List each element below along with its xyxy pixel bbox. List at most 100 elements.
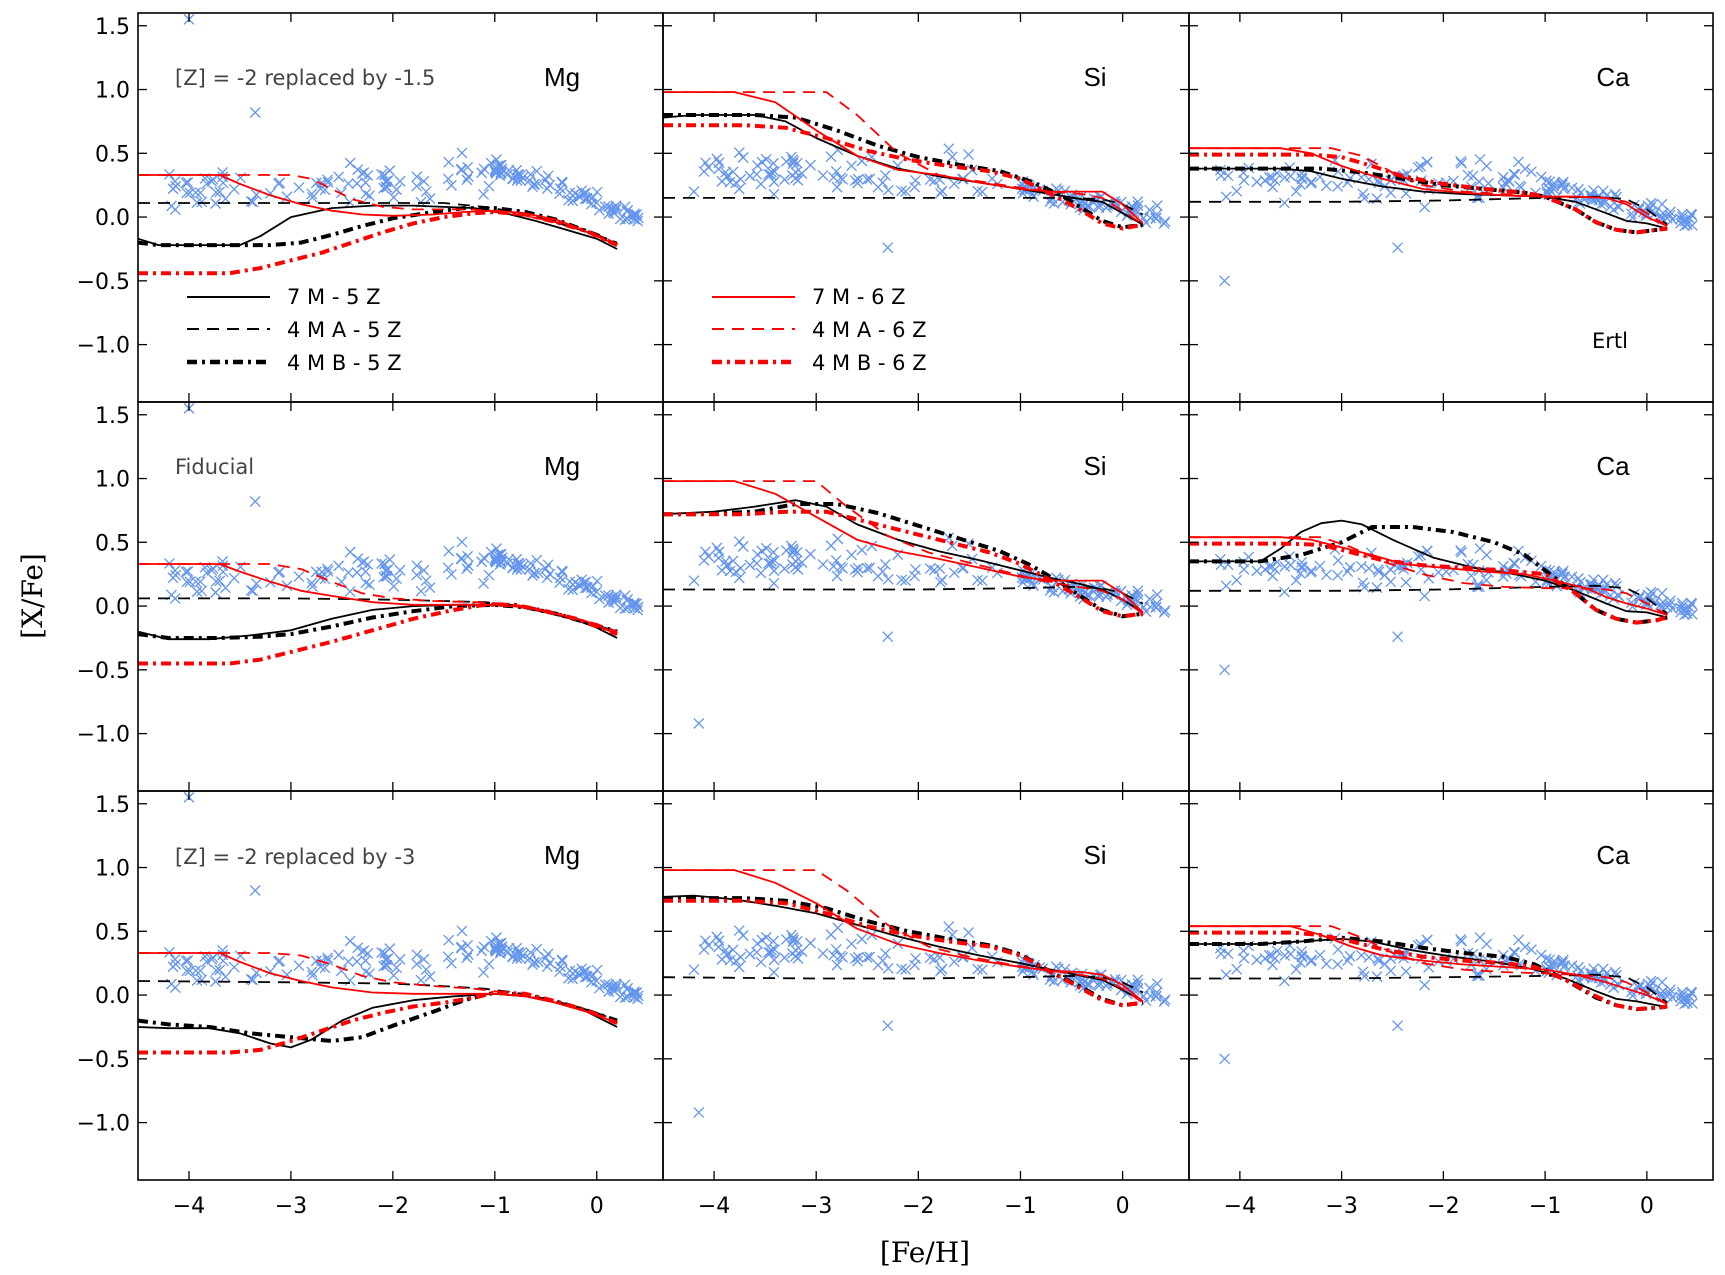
obs-point [1150,212,1162,224]
obs-point [358,945,370,957]
obs-point [360,955,372,967]
element-label-si-row3: Si [1083,840,1106,870]
obs-point [210,587,222,598]
obs-point [948,567,960,579]
obs-point [1508,557,1520,569]
y-tick-label: 0.0 [95,595,130,620]
obs-point [574,191,586,203]
obs-point [1215,170,1227,182]
series-4mb-6z-mg-r3 [138,990,618,1055]
obs-point [1151,589,1163,601]
series-4ma-6z-mg-r3 [138,952,618,1024]
obs-point [1519,552,1531,564]
obs-point [196,585,208,597]
obs-point [307,580,318,592]
obs-point [322,952,334,964]
obs-point [591,186,603,198]
plot-area-si-r1 [663,91,1171,254]
obs-point [245,195,257,207]
obs-point [316,566,328,578]
obs-point [934,187,946,199]
obs-point [603,979,614,991]
obs-point [344,975,356,986]
obs-point [599,979,611,990]
obs-point [900,575,912,587]
obs-point [1294,568,1306,579]
obs-point [1127,980,1139,992]
obs-point [1259,953,1271,964]
obs-point [856,933,868,945]
obs-point [394,175,406,187]
obs-point [1677,215,1689,227]
obs-point [1677,993,1689,1005]
panel-frame-ca-r3 [1188,790,1714,1181]
plot-area-ca-r3 [1189,925,1698,1065]
obs-point [621,991,633,1003]
obs-point [376,947,388,958]
obs-point [461,174,473,186]
obs-point [882,962,894,974]
obs-point [619,992,631,1004]
obs-point [1684,991,1696,1003]
legend-label-7m6z: 7 M - 6 Z [812,285,906,309]
obs-point [1151,200,1163,212]
obs-point [787,936,799,948]
obs-point [1279,172,1291,184]
obs-point [711,542,723,554]
obs-point [462,161,474,173]
obs-point [418,564,430,576]
obs-point [1586,193,1598,205]
obs-point [767,157,779,169]
obs-point [744,948,756,960]
obs-point [946,151,958,163]
obs-point [503,164,515,176]
y-tick-label: 1.5 [95,15,130,40]
obs-point [830,166,842,177]
obs-point [628,597,640,609]
obs-point [879,947,891,959]
obs-point [779,563,790,575]
obs-point [1074,198,1086,210]
series-4ma-5z-ca-r2 [1189,584,1668,615]
x-tick-label: −2 [902,1194,934,1219]
obs-point [1150,601,1162,613]
obs-point [418,175,430,187]
obs-point [1647,198,1659,210]
obs-point [1415,549,1427,561]
obs-point [1456,157,1467,169]
obs-point [490,167,502,179]
obs-point [247,585,259,597]
obs-point [779,952,790,964]
legend-right: 7 M - 6 Z 4 M A - 6 Z 4 M B - 6 Z [712,285,927,375]
obs-point [713,546,725,558]
obs-point [896,963,908,975]
obs-point [478,577,489,589]
obs-point [1151,987,1163,998]
x-tick-label: −1 [1529,1194,1561,1219]
obs-point [1269,174,1281,186]
obs-point [861,173,873,185]
obs-point [411,949,423,961]
obs-point [787,158,799,170]
obs-point [532,956,544,968]
obs-point [306,188,318,200]
obs-point [790,556,802,567]
obs-point [1481,549,1493,561]
obs-point [228,183,240,195]
obs-point [507,562,519,574]
legend-left: 7 M - 5 Z 4 M A - 5 Z 4 M B - 5 Z [187,285,402,375]
obs-point [1655,598,1667,610]
obs-point [528,568,540,580]
obs-point [1556,566,1568,578]
obs-point [972,574,984,586]
obs-point [381,181,393,193]
obs-point [785,151,797,163]
obs-point [503,942,515,954]
obs-point [344,935,356,947]
obs-point [946,929,958,941]
obs-point [342,178,354,190]
obs-point [1456,935,1467,947]
obs-point [1294,179,1306,190]
obs-point [751,168,763,180]
